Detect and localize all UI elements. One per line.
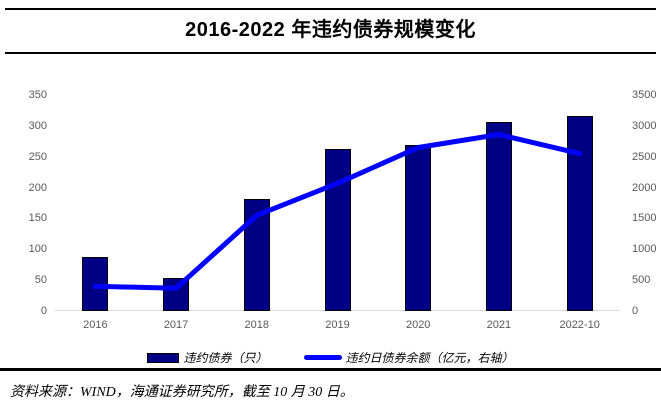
x-label-2019: 2019 <box>325 319 350 331</box>
y-tick-left-250: 250 <box>28 150 47 163</box>
bar-2018 <box>243 199 270 311</box>
plot-area <box>55 95 620 311</box>
line-series-swatch <box>303 355 342 360</box>
bar-series-swatch <box>147 352 180 363</box>
top-rule <box>5 8 656 10</box>
x-label-2020: 2020 <box>405 319 431 331</box>
title-rule <box>5 52 656 54</box>
chart-title: 2016-2022 年违约债券规模变化 <box>185 19 476 41</box>
y-tick-right-0: 0 <box>632 305 639 317</box>
y-tick-right-2500: 2500 <box>632 150 657 163</box>
bottom-rule <box>0 368 661 371</box>
y-tick-left-200: 200 <box>28 181 47 194</box>
y-tick-left-350: 350 <box>28 89 47 101</box>
x-label-2018: 2018 <box>244 319 270 331</box>
y-tick-right-1000: 1000 <box>632 243 657 256</box>
source-note: 资料来源：WIND，海通证券研究所，截至 10 月 30 日。 <box>10 385 354 400</box>
y-tick-right-2000: 2000 <box>632 181 657 194</box>
y-tick-right-3000: 3000 <box>632 119 657 132</box>
legend-item-line: 违约日债券余额（亿元，右轴） <box>303 349 514 366</box>
bar-2016 <box>82 257 109 311</box>
legend-label-line: 违约日债券余额（亿元，右轴） <box>345 351 514 365</box>
chart-legend: 违约债券（只） 违约日债券余额（亿元，右轴） <box>0 349 661 366</box>
x-label-2017: 2017 <box>163 319 189 331</box>
x-label-2021: 2021 <box>486 319 512 331</box>
y-tick-right-1500: 1500 <box>632 212 657 225</box>
y-tick-left-50: 50 <box>34 274 47 287</box>
bar-2021 <box>485 122 512 311</box>
x-label-2022-10: 2022-10 <box>559 319 600 331</box>
bar-line-chart: 0 50 100 150 200 250 300 350 0 500 1000 1500 2000 25… <box>0 89 661 345</box>
legend-label-bars: 违约债券（只） <box>183 351 268 365</box>
y-tick-left-100: 100 <box>28 243 47 256</box>
y-tick-right-3500: 3500 <box>632 89 657 101</box>
y-tick-right-500: 500 <box>632 274 651 287</box>
bar-2022-10 <box>566 116 593 311</box>
y-tick-left-150: 150 <box>28 212 47 225</box>
line-series <box>92 132 583 291</box>
legend-item-bars: 违约债券（只） <box>147 349 268 366</box>
bar-2019 <box>324 149 351 311</box>
y-tick-left-0: 0 <box>40 305 47 317</box>
y-tick-left-300: 300 <box>28 119 47 132</box>
x-label-2016: 2016 <box>83 319 108 331</box>
